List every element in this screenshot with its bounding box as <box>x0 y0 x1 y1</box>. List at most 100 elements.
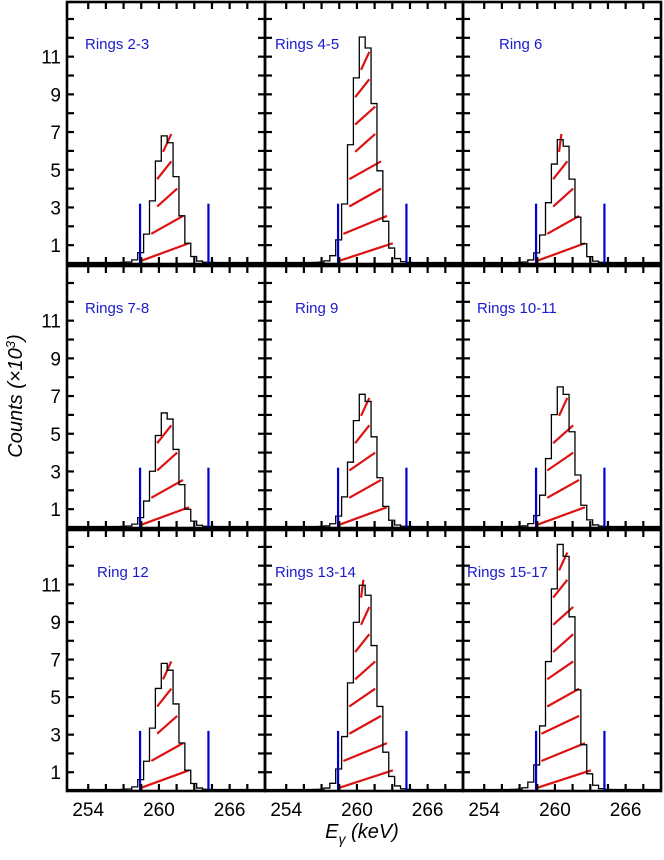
x-axis-title-sub: γ <box>339 831 347 847</box>
x-tick-label: 254 <box>72 800 104 821</box>
hatch-line <box>546 687 580 708</box>
hatch-fill <box>139 133 190 263</box>
hatch-line <box>139 769 190 790</box>
y-tick-label: 11 <box>41 312 61 333</box>
hatch-line <box>342 742 388 762</box>
hatch-line <box>354 133 376 153</box>
hatch-line <box>156 187 178 208</box>
hatch-line <box>540 742 586 762</box>
histogram <box>463 386 661 528</box>
y-tick-label: 7 <box>50 651 61 672</box>
y-tick-label: 9 <box>50 613 61 634</box>
hatch-line <box>354 660 376 681</box>
panel-frame <box>461 528 663 793</box>
x-axis-title-unit: (keV) <box>346 821 399 843</box>
panel-label: Rings 13-14 <box>275 564 356 581</box>
y-tick-label: 11 <box>41 575 61 596</box>
hatch-line <box>557 133 563 152</box>
hatch-fill <box>337 51 394 263</box>
panel-rings-10-11: Rings 10-11 <box>461 264 663 530</box>
y-tick-label: 7 <box>50 123 61 144</box>
hatch-line <box>558 397 569 417</box>
hatch-line <box>540 714 580 735</box>
hatch-line <box>546 478 580 499</box>
hatch-line <box>139 506 190 527</box>
panel-rings-13-14: Rings 13-14 <box>263 528 465 793</box>
panel-ring-6: Ring 6 <box>461 0 663 266</box>
hatch-line <box>558 552 569 571</box>
hatch-line <box>552 187 574 208</box>
panel-label: Rings 10-11 <box>477 300 557 317</box>
y-axis-title-exp: 3 <box>3 340 18 348</box>
panel-rings-7-8: Rings 7-8 <box>65 264 267 530</box>
histogram <box>463 543 661 791</box>
x-tick-label: 254 <box>270 800 302 821</box>
hatch-line <box>348 714 382 735</box>
x-tick-label: 260 <box>341 800 373 821</box>
hatch-line <box>535 506 586 527</box>
panel-rings-4-5: Rings 4-5 <box>263 0 465 266</box>
hatch-fill <box>337 397 388 527</box>
panel-label: Rings 4-5 <box>275 36 339 53</box>
panel-rings-15-17: Rings 15-17 <box>461 528 663 793</box>
histogram <box>67 412 265 528</box>
x-tick-label: 260 <box>539 800 571 821</box>
hatch-line <box>156 160 173 180</box>
y-tick-label: 3 <box>50 462 61 483</box>
hatch-line <box>150 742 184 762</box>
hatch-line <box>348 687 376 708</box>
hatch-line <box>552 424 574 445</box>
hatch-line <box>342 214 388 235</box>
histogram <box>265 393 463 528</box>
panel-label: Ring 6 <box>499 36 542 53</box>
x-tick-label: 260 <box>143 800 175 821</box>
y-tick-label: 5 <box>50 688 61 709</box>
hatch-line <box>337 506 388 527</box>
hatch-line <box>546 214 580 235</box>
hatch-line <box>348 478 382 499</box>
y-tick-label: 1 <box>50 763 61 784</box>
hatch-fill <box>535 133 586 263</box>
hatch-line <box>139 242 190 263</box>
panel-label: Rings 2-3 <box>85 36 149 53</box>
x-tick-labels: 254 260 266 254 260 266 254 260 266 <box>72 800 641 821</box>
hatch-line <box>156 715 178 735</box>
x-axis-title-e: E <box>325 821 339 843</box>
hatch-line <box>156 687 173 708</box>
hatch-line <box>348 451 376 472</box>
hatch-line <box>552 606 574 626</box>
hatch-line <box>535 242 586 263</box>
panel-ring-9: Ring 9 <box>263 264 465 530</box>
hatch-fill <box>535 397 586 527</box>
hatch-line <box>337 242 394 263</box>
y-tick-label: 3 <box>50 726 61 747</box>
hatch-line <box>535 769 592 790</box>
hatch-line <box>348 187 382 208</box>
hatch-line <box>552 633 574 653</box>
panel-label: Rings 7-8 <box>85 300 149 317</box>
histogram <box>67 135 265 264</box>
panel-rings-2-3: Rings 2-3 <box>65 0 267 266</box>
histogram <box>463 138 661 264</box>
hatch-fill <box>139 660 190 790</box>
hatch-line <box>156 451 178 472</box>
y-tick-label: 9 <box>50 349 61 370</box>
y-tick-label: 1 <box>50 500 61 521</box>
x-tick-label: 266 <box>610 800 642 821</box>
panel-label: Ring 9 <box>295 300 338 317</box>
hatch-line <box>546 660 574 681</box>
panel-label: Ring 12 <box>97 564 149 581</box>
hatch-line <box>354 633 371 653</box>
y-axis-title-main: Counts (×10 <box>5 348 27 458</box>
hatch-fill <box>535 552 592 790</box>
tick-marks <box>67 530 265 791</box>
panel-grid: Rings 2-3 Rings 4-5 Ring 6 Rings 7-8 Ring 9 R… <box>65 0 663 793</box>
x-tick-label: 254 <box>468 800 500 821</box>
y-axis-title: Counts (×103) <box>3 334 27 457</box>
hatch-fill <box>337 579 394 790</box>
histogram <box>265 584 463 791</box>
y-tick-label: 5 <box>50 425 61 446</box>
hatch-line <box>546 451 574 472</box>
hatch-line <box>156 424 173 444</box>
